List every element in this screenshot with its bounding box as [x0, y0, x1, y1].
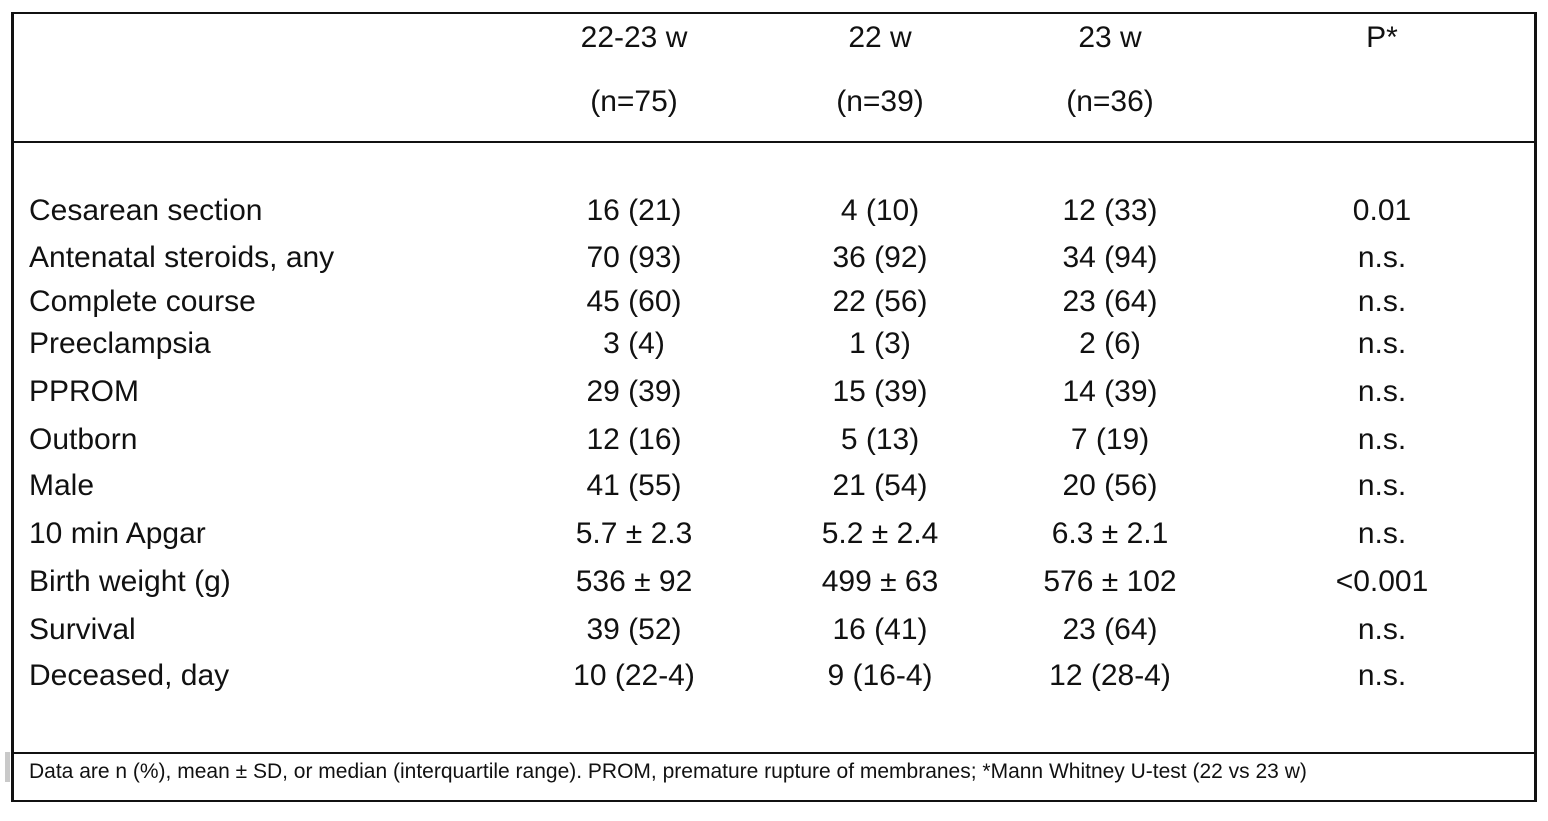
cell-pprom-p: n.s. [1357, 375, 1407, 408]
header-p-value: P* [1366, 21, 1398, 54]
cell-pprom-22w: 15 (39) [832, 375, 928, 408]
cell-birth-weight-p: <0.001 [1335, 565, 1429, 598]
cell-deceased-22w: 9 (16-4) [827, 659, 933, 692]
cell-complete-course-22-23w: 45 (60) [586, 285, 682, 318]
cell-birth-weight-23w: 576 ± 102 [1043, 565, 1177, 598]
cell-male-p: n.s. [1357, 469, 1407, 502]
row-label-apgar: 10 min Apgar [29, 517, 206, 550]
cell-apgar-22w: 5.2 ± 2.4 [821, 517, 939, 550]
cell-male-22w: 21 (54) [832, 469, 928, 502]
cell-survival-p: n.s. [1357, 613, 1407, 646]
cell-cesarean-23w: 12 (33) [1062, 194, 1158, 227]
cell-cesarean-22-23w: 16 (21) [586, 194, 682, 227]
row-label-complete-course: Complete course [29, 285, 256, 318]
cell-steroids-23w: 34 (94) [1062, 241, 1158, 274]
cell-complete-course-22w: 22 (56) [832, 285, 928, 318]
cell-preeclampsia-22-23w: 3 (4) [603, 327, 665, 360]
cell-apgar-p: n.s. [1357, 517, 1407, 550]
cell-apgar-22-23w: 5.7 ± 2.3 [575, 517, 693, 550]
header-divider [11, 141, 1537, 143]
row-label-outborn: Outborn [29, 423, 138, 456]
row-label-cesarean-section: Cesarean section [29, 194, 263, 227]
row-label-birth-weight: Birth weight (g) [29, 565, 231, 598]
left-edge-marker [5, 752, 10, 782]
row-label-deceased-day: Deceased, day [29, 659, 230, 692]
cell-steroids-22w: 36 (92) [832, 241, 928, 274]
cell-survival-22w: 16 (41) [832, 613, 928, 646]
row-label-preeclampsia: Preeclampsia [29, 327, 211, 360]
row-label-antenatal-steroids: Antenatal steroids, any [29, 241, 335, 274]
cell-outborn-22-23w: 12 (16) [586, 423, 682, 456]
cell-preeclampsia-p: n.s. [1357, 327, 1407, 360]
row-label-survival: Survival [29, 613, 136, 646]
cell-deceased-23w: 12 (28-4) [1049, 659, 1171, 692]
cell-complete-course-23w: 23 (64) [1062, 285, 1158, 318]
cell-cesarean-p: 0.01 [1352, 194, 1412, 227]
cell-male-22-23w: 41 (55) [586, 469, 682, 502]
cell-preeclampsia-23w: 2 (6) [1079, 327, 1141, 360]
cell-pprom-23w: 14 (39) [1062, 375, 1158, 408]
cell-cesarean-22w: 4 (10) [840, 194, 920, 227]
cell-birth-weight-22-23w: 536 ± 92 [575, 565, 693, 598]
row-label-male: Male [29, 469, 95, 502]
cell-apgar-23w: 6.3 ± 2.1 [1051, 517, 1169, 550]
header-23w-count: (n=36) [1066, 85, 1154, 118]
row-label-pprom: PPROM [29, 375, 140, 408]
cell-steroids-22-23w: 70 (93) [586, 241, 682, 274]
cell-preeclampsia-22w: 1 (3) [849, 327, 911, 360]
table-frame [11, 12, 1537, 802]
cell-survival-22-23w: 39 (52) [586, 613, 682, 646]
cell-outborn-22w: 5 (13) [840, 423, 920, 456]
header-22w: 22 w [848, 21, 912, 54]
table-footnote: Data are n (%), mean ± SD, or median (in… [29, 760, 1307, 783]
cell-deceased-22-23w: 10 (22-4) [573, 659, 695, 692]
header-23w: 23 w [1078, 21, 1142, 54]
cell-outborn-23w: 7 (19) [1070, 423, 1150, 456]
cell-outborn-p: n.s. [1357, 423, 1407, 456]
header-22w-count: (n=39) [836, 85, 924, 118]
cell-pprom-22-23w: 29 (39) [586, 375, 682, 408]
header-22-23w-count: (n=75) [590, 85, 678, 118]
footnote-divider [11, 752, 1537, 754]
header-22-23w: 22-23 w [580, 21, 688, 54]
cell-complete-course-p: n.s. [1357, 285, 1407, 318]
cell-steroids-p: n.s. [1357, 241, 1407, 274]
cell-survival-23w: 23 (64) [1062, 613, 1158, 646]
cell-deceased-p: n.s. [1357, 659, 1407, 692]
cell-birth-weight-22w: 499 ± 63 [821, 565, 939, 598]
cell-male-23w: 20 (56) [1062, 469, 1158, 502]
